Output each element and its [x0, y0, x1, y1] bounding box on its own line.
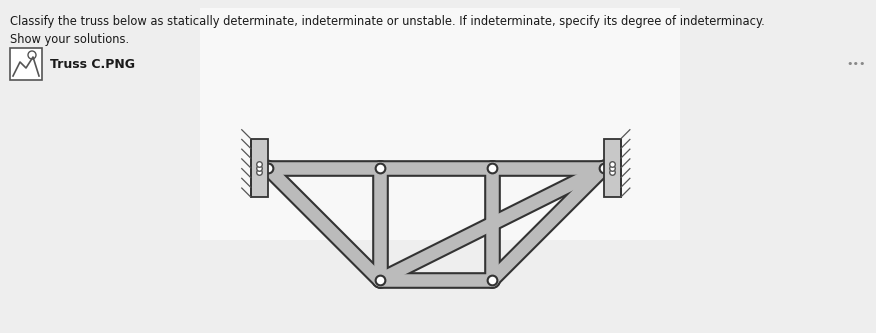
Text: •••: ••• — [846, 59, 866, 69]
FancyBboxPatch shape — [10, 48, 42, 80]
Bar — [251, 139, 267, 197]
FancyBboxPatch shape — [200, 8, 680, 240]
Text: Truss C.PNG: Truss C.PNG — [50, 58, 135, 71]
Text: Classify the truss below as statically determinate, indeterminate or unstable. I: Classify the truss below as statically d… — [10, 15, 765, 28]
Text: Show your solutions.: Show your solutions. — [10, 33, 129, 46]
Bar — [604, 139, 621, 197]
